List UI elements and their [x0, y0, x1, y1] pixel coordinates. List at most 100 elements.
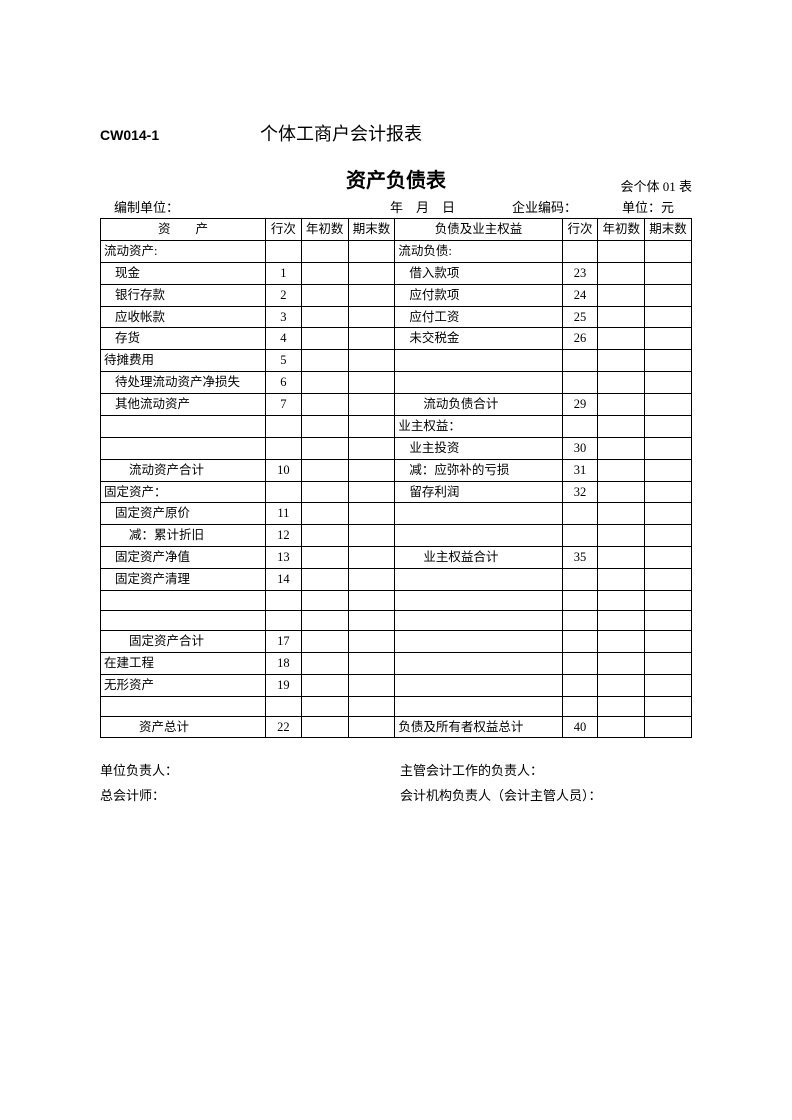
- liability-begin: [598, 240, 645, 262]
- liability-begin: [598, 569, 645, 591]
- table-row: 业主权益：: [101, 415, 692, 437]
- liability-begin: [598, 459, 645, 481]
- table-row: 减：累计折旧12: [101, 525, 692, 547]
- asset-end: [348, 481, 395, 503]
- liability-row-no: 30: [562, 437, 598, 459]
- liability-cell: [395, 610, 562, 630]
- table-row: [101, 696, 692, 716]
- asset-begin: [301, 415, 348, 437]
- asset-begin: [301, 569, 348, 591]
- asset-end: [348, 262, 395, 284]
- table-row: 业主投资30: [101, 437, 692, 459]
- document-title: 个体工商户会计报表: [260, 120, 422, 146]
- table-row: 待处理流动资产净损失6: [101, 372, 692, 394]
- liability-begin: [598, 503, 645, 525]
- liability-begin: [598, 306, 645, 328]
- asset-end: [348, 415, 395, 437]
- table-row: 银行存款2应付款项24: [101, 284, 692, 306]
- liability-cell: [395, 674, 562, 696]
- asset-begin: [301, 459, 348, 481]
- liability-row-no: [562, 590, 598, 610]
- asset-row-no: [266, 481, 302, 503]
- asset-cell: [101, 437, 266, 459]
- table-body: 流动资产:流动负债:现金1借入款项23银行存款2应付款项24应收帐款3应付工资2…: [101, 240, 692, 738]
- liability-row-no: [562, 503, 598, 525]
- asset-begin: [301, 328, 348, 350]
- table-row: 流动资产合计10减：应弥补的亏损31: [101, 459, 692, 481]
- header-row-no-2: 行次: [562, 219, 598, 241]
- asset-row-no: 4: [266, 328, 302, 350]
- table-row: 无形资产19: [101, 674, 692, 696]
- accounting-org-label: 会计机构负责人（会计主管人员）：: [400, 785, 692, 804]
- liability-cell: [395, 652, 562, 674]
- table-row: [101, 610, 692, 630]
- liability-end: [645, 306, 692, 328]
- liability-begin: [598, 652, 645, 674]
- asset-row-no: 18: [266, 652, 302, 674]
- asset-cell: 应收帐款: [101, 306, 266, 328]
- asset-end: [348, 696, 395, 716]
- main-title: 资产负债表: [346, 164, 446, 193]
- liability-cell: 应付工资: [395, 306, 562, 328]
- liability-row-no: [562, 674, 598, 696]
- liability-cell: 负债及所有者权益总计: [395, 716, 562, 738]
- liability-begin: [598, 481, 645, 503]
- liability-row-no: 35: [562, 547, 598, 569]
- date-label: 年 月 日: [390, 197, 512, 216]
- liability-end: [645, 350, 692, 372]
- liability-begin: [598, 610, 645, 630]
- asset-row-no: 22: [266, 716, 302, 738]
- liability-cell: [395, 630, 562, 652]
- liability-cell: 业主权益：: [395, 415, 562, 437]
- header-assets: 资 产: [101, 219, 266, 241]
- asset-row-no: 3: [266, 306, 302, 328]
- liability-row-no: 29: [562, 394, 598, 416]
- liability-cell: 留存利润: [395, 481, 562, 503]
- liability-cell: [395, 503, 562, 525]
- asset-end: [348, 503, 395, 525]
- asset-cell: 其他流动资产: [101, 394, 266, 416]
- asset-row-no: [266, 415, 302, 437]
- liability-cell: 业主投资: [395, 437, 562, 459]
- asset-cell: 固定资产：: [101, 481, 266, 503]
- table-row: 固定资产合计17: [101, 630, 692, 652]
- asset-end: [348, 306, 395, 328]
- liability-begin: [598, 547, 645, 569]
- liability-cell: 减：应弥补的亏损: [395, 459, 562, 481]
- asset-row-no: 7: [266, 394, 302, 416]
- asset-cell: 资产总计: [101, 716, 266, 738]
- liability-end: [645, 630, 692, 652]
- liability-row-no: [562, 569, 598, 591]
- liability-begin: [598, 630, 645, 652]
- liability-cell: 业主权益合计: [395, 547, 562, 569]
- asset-end: [348, 674, 395, 696]
- header-end-2: 期末数: [645, 219, 692, 241]
- asset-cell: 在建工程: [101, 652, 266, 674]
- asset-end: [348, 372, 395, 394]
- liability-begin: [598, 350, 645, 372]
- asset-begin: [301, 590, 348, 610]
- asset-end: [348, 590, 395, 610]
- liability-end: [645, 674, 692, 696]
- liability-cell: [395, 350, 562, 372]
- asset-begin: [301, 284, 348, 306]
- asset-cell: [101, 415, 266, 437]
- liability-end: [645, 459, 692, 481]
- accounting-manager-label: 主管会计工作的负责人：: [400, 760, 692, 779]
- asset-cell: 固定资产清理: [101, 569, 266, 591]
- liability-cell: 流动负债合计: [395, 394, 562, 416]
- asset-begin: [301, 547, 348, 569]
- prepared-by-label: 编制单位：: [100, 197, 390, 216]
- liability-cell: [395, 372, 562, 394]
- liability-begin: [598, 328, 645, 350]
- liability-begin: [598, 415, 645, 437]
- liability-end: [645, 415, 692, 437]
- asset-end: [348, 610, 395, 630]
- asset-begin: [301, 503, 348, 525]
- liability-cell: 未交税金: [395, 328, 562, 350]
- asset-begin: [301, 240, 348, 262]
- liability-row-no: [562, 372, 598, 394]
- liability-end: [645, 372, 692, 394]
- asset-end: [348, 716, 395, 738]
- asset-end: [348, 547, 395, 569]
